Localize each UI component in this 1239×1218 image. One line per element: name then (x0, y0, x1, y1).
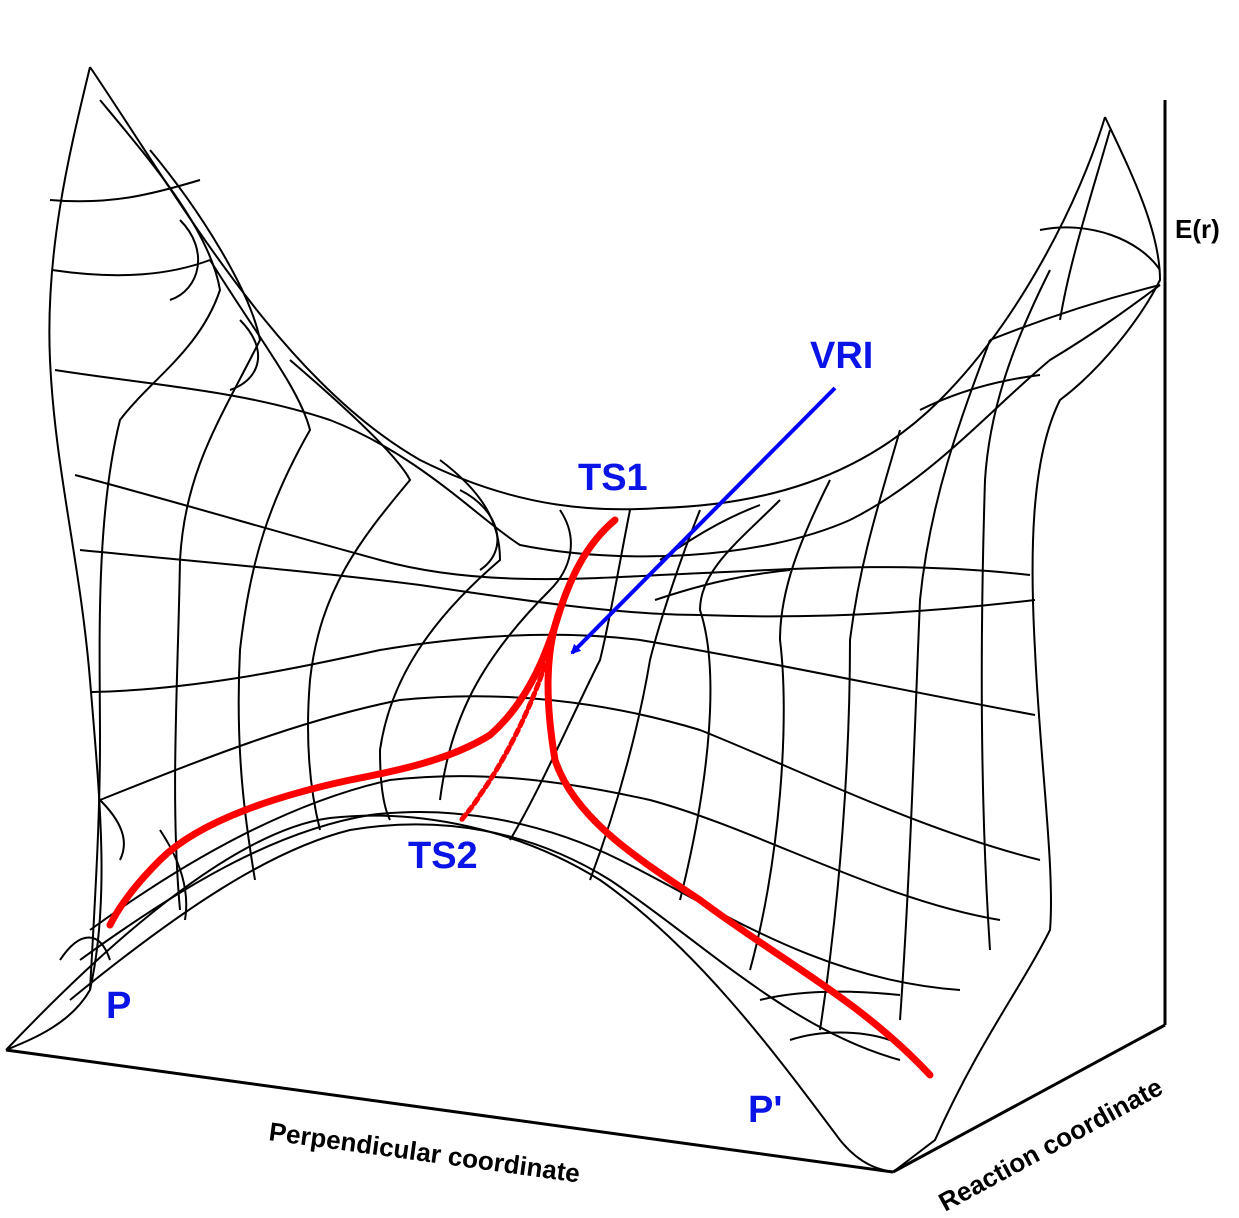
mesh-line-v14 (1059, 129, 1111, 321)
reaction-axis-label: Reaction coordinate (934, 1072, 1168, 1218)
mesh-line-h10 (69, 823, 901, 1061)
mesh-loop-right-3 (919, 374, 1041, 411)
mesh-loop-left-3 (459, 489, 499, 571)
ts2-label: TS2 (408, 835, 478, 877)
mesh-line-v12 (899, 339, 991, 1021)
p-prime-label: P' (748, 1089, 782, 1131)
mesh-line-h6 (91, 633, 1036, 716)
mesh-line-v13 (980, 269, 1051, 951)
mesh-line-h9 (79, 811, 961, 991)
mesh-line-v7 (509, 509, 631, 841)
mesh-line-v5 (378, 459, 502, 821)
mesh-line-h4 (74, 474, 1031, 581)
ts1-label: TS1 (578, 457, 648, 499)
mesh-line-v8 (589, 509, 701, 881)
mesh-line-h1 (49, 179, 201, 203)
mesh-line-v6 (439, 509, 572, 801)
mesh-loop-back-2 (759, 990, 901, 1001)
perpendicular-axis (5, 1048, 894, 1174)
surface-mesh (5, 66, 1162, 1173)
reaction-paths (106, 516, 934, 1079)
mesh-line-v9 (679, 499, 781, 901)
mesh-loop-front-2 (99, 799, 125, 861)
reaction-path-ts1-to-p-prime (544, 606, 934, 1079)
surface-outline-left (5, 66, 103, 1051)
vri-arrow (570, 386, 837, 655)
reaction-axis (892, 1023, 1166, 1174)
reaction-path-ts1-to-p (106, 516, 619, 929)
mesh-loop-left-2 (229, 319, 259, 391)
surface-outline-top-left (89, 66, 661, 511)
mesh-line-v11 (819, 429, 901, 1031)
mesh-line-v3 (209, 259, 312, 881)
mesh-line-h8 (89, 775, 1001, 931)
mesh-line-v10 (749, 479, 831, 971)
mesh-loop-right-2 (989, 284, 1161, 341)
axes-frame (5, 100, 1167, 1174)
perpendicular-axis-label: Perpendicular coordinate (267, 1116, 582, 1188)
p-label: P (106, 985, 131, 1027)
mesh-line-h2 (51, 259, 211, 277)
reaction-path-ts2-branch (457, 662, 548, 825)
mesh-line-v1 (89, 99, 222, 991)
mesh-line-v4 (289, 359, 412, 831)
mesh-loop-mid-2 (654, 569, 791, 601)
mesh-line-h3 (54, 284, 1161, 558)
energy-axis-label: E(r) (1175, 214, 1220, 244)
surface-outline-bottom (5, 814, 894, 1173)
mesh-loop-right-1 (1039, 226, 1161, 271)
vri-label: VRI (810, 335, 873, 377)
mesh-loop-left-1 (169, 219, 199, 301)
mesh-loop-front-3 (159, 829, 188, 921)
mesh-loop-back-1 (789, 1031, 891, 1041)
axis-labels: E(r) Perpendicular coordinate Reaction c… (267, 214, 1220, 1217)
surface-outline-top-right (659, 116, 1106, 509)
vri-arrow-line (570, 386, 837, 655)
point-labels: TS1 TS2 VRI P P' (106, 335, 873, 1131)
mesh-loop-front-1 (59, 936, 111, 961)
mesh-line-h5 (79, 549, 1036, 618)
surface-outline-right (892, 116, 1162, 1173)
mesh-line-v2 (149, 149, 262, 911)
mesh-line-h7 (99, 695, 1041, 861)
